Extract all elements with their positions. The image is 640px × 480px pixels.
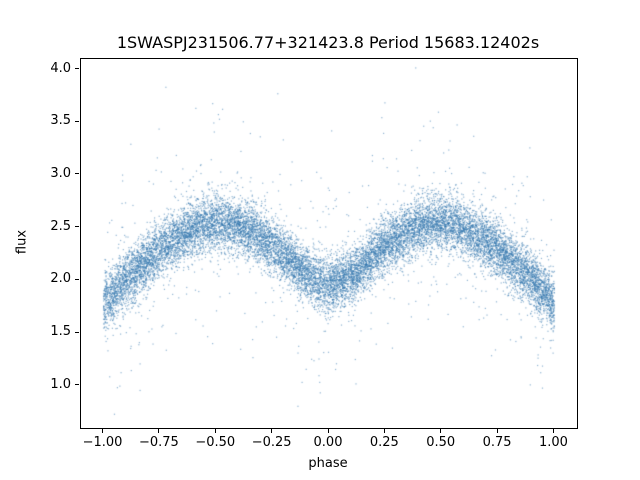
- chart-title: 1SWASPJ231506.77+321423.8 Period 15683.1…: [116, 33, 540, 52]
- x-tick-mark: [158, 429, 160, 433]
- y-tick-label: 2.0: [50, 271, 71, 287]
- y-tick-mark: [75, 68, 79, 70]
- x-tick-label: −1.00: [82, 435, 123, 450]
- y-tick-label: 2.5: [50, 218, 71, 234]
- x-tick-mark: [102, 429, 104, 433]
- x-tick-label: −0.50: [195, 435, 236, 450]
- y-tick-label: 3.0: [50, 165, 71, 181]
- y-tick-mark: [75, 120, 79, 122]
- y-tick-mark: [75, 331, 79, 333]
- x-tick-label: 1.00: [538, 435, 568, 450]
- x-tick-mark: [214, 429, 216, 433]
- x-tick-mark: [271, 429, 273, 433]
- y-tick-label: 3.5: [50, 113, 71, 129]
- y-tick-mark: [75, 226, 79, 228]
- x-tick-label: −0.75: [138, 435, 179, 450]
- x-tick-label: 0.00: [313, 435, 343, 450]
- x-tick-label: 0.50: [426, 435, 456, 450]
- x-tick-mark: [440, 429, 442, 433]
- y-tick-label: 1.0: [50, 376, 71, 392]
- y-tick-label: 4.0: [50, 60, 71, 76]
- scatter-canvas: [81, 59, 577, 428]
- x-axis-label: phase: [308, 456, 348, 471]
- x-tick-mark: [327, 429, 329, 433]
- y-tick-mark: [75, 278, 79, 280]
- x-tick-label: −0.25: [251, 435, 292, 450]
- plot-area: [80, 58, 578, 429]
- x-tick-mark: [496, 429, 498, 433]
- y-tick-mark: [75, 384, 79, 386]
- y-tick-mark: [75, 173, 79, 175]
- x-tick-mark: [383, 429, 385, 433]
- y-tick-label: 1.5: [50, 324, 71, 340]
- x-tick-label: 0.25: [369, 435, 399, 450]
- x-tick-label: 0.75: [482, 435, 512, 450]
- x-tick-mark: [552, 429, 554, 433]
